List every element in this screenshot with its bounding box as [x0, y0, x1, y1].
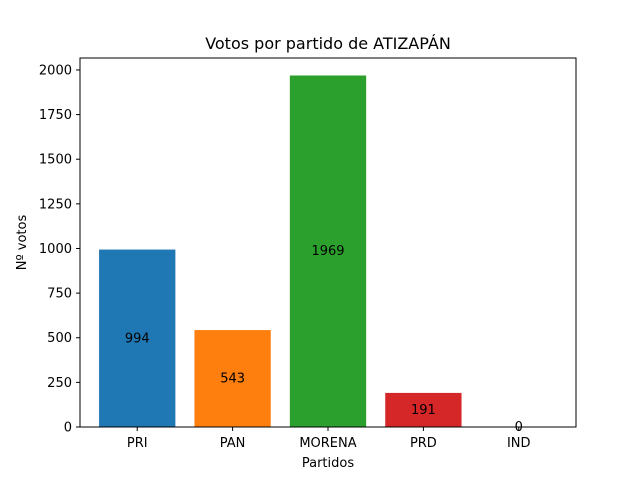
y-tick-label-0: 0 — [64, 421, 72, 436]
value-label-pan: 543 — [220, 372, 245, 387]
y-tick-label-250: 250 — [47, 376, 72, 391]
value-label-pri: 994 — [125, 331, 150, 346]
x-axis-label: Partidos — [302, 456, 354, 471]
x-tick-label-prd: PRD — [410, 436, 437, 451]
y-tick-label-1000: 1000 — [39, 242, 72, 257]
value-label-morena: 1969 — [311, 244, 344, 259]
bar-morena — [289, 75, 367, 427]
value-label-prd: 191 — [411, 403, 436, 418]
bar-prd — [385, 392, 462, 427]
bar-pan — [194, 330, 271, 427]
y-tick-label-1250: 1250 — [39, 197, 72, 212]
chart-title: Votos por partido de ATIZAPÁN — [205, 34, 451, 53]
x-tick-label-ind: IND — [507, 436, 531, 451]
y-axis-label: Nº votos — [15, 215, 30, 271]
y-axis-ticks: 0 250 500 750 1000 1250 1500 1750 2000 — [39, 63, 80, 436]
x-tick-label-pan: PAN — [220, 436, 246, 451]
plot-frame — [79, 57, 577, 428]
y-tick-label-750: 750 — [47, 287, 72, 302]
bar-pri — [99, 249, 176, 427]
x-axis-ticks: PRI PAN MORENA PRD IND — [127, 427, 531, 451]
bars-layer — [99, 75, 462, 427]
x-tick-label-pri: PRI — [127, 436, 148, 451]
y-tick-label-1750: 1750 — [39, 108, 72, 123]
y-tick-label-1500: 1500 — [39, 153, 72, 168]
x-tick-label-morena: MORENA — [299, 436, 356, 451]
y-tick-label-2000: 2000 — [39, 63, 72, 78]
y-tick-label-500: 500 — [47, 331, 72, 346]
